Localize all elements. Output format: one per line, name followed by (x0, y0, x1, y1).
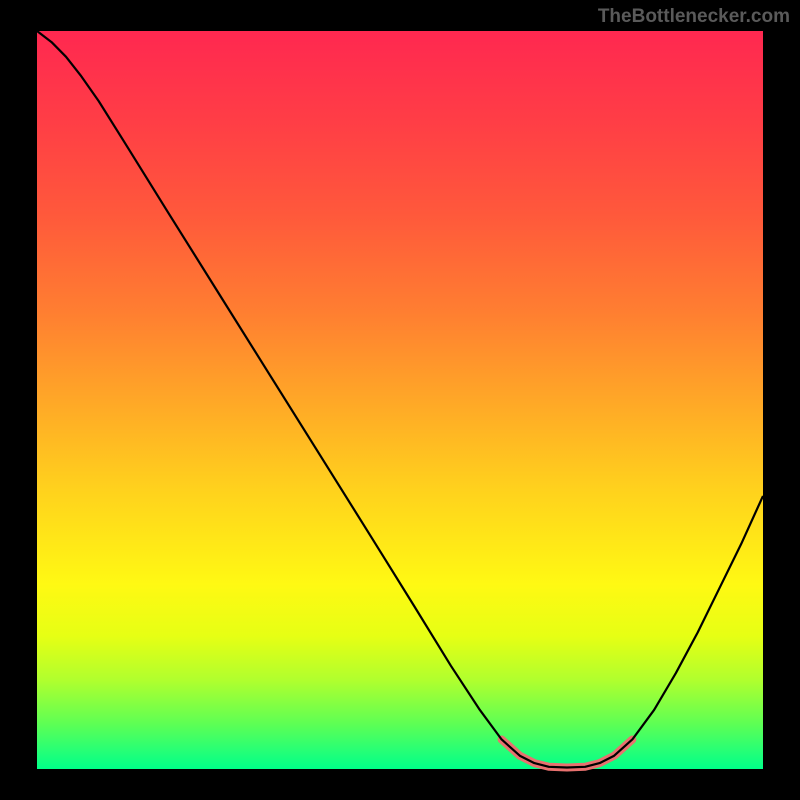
chart-container: TheBottlenecker.com (0, 0, 800, 800)
watermark-text: TheBottlenecker.com (598, 6, 790, 28)
bottleneck-curve (37, 31, 763, 768)
highlight-band (502, 739, 633, 767)
chart-svg (0, 0, 800, 800)
